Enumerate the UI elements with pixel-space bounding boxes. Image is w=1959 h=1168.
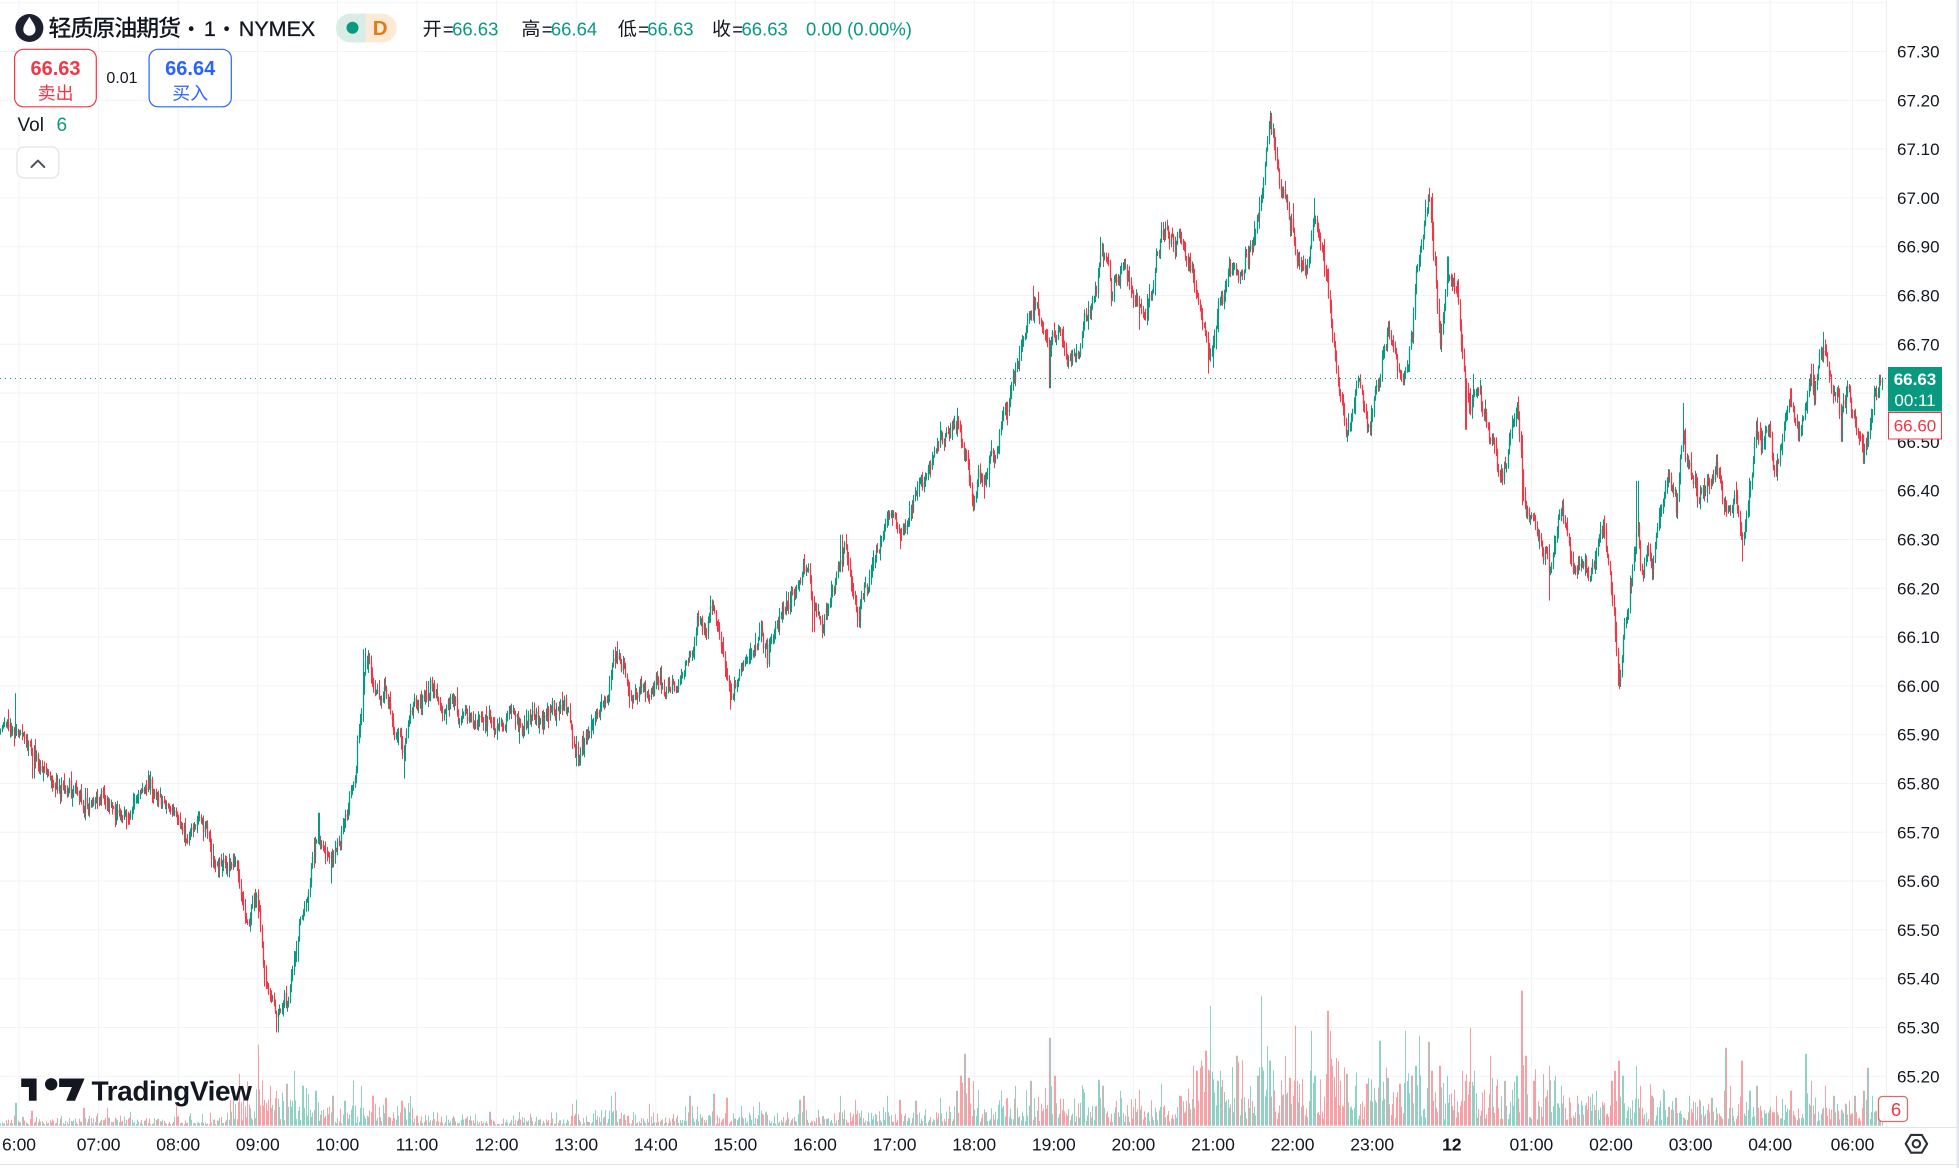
svg-text:02:00: 02:00 [1589, 1135, 1633, 1155]
svg-text:66.70: 66.70 [1897, 335, 1940, 354]
svg-text:66.63: 66.63 [30, 58, 80, 80]
svg-text:66.63: 66.63 [647, 19, 693, 40]
svg-text:65.80: 65.80 [1897, 775, 1940, 794]
svg-text:=: = [542, 19, 553, 40]
svg-text:20:00: 20:00 [1112, 1135, 1156, 1155]
svg-text:66.90: 66.90 [1897, 238, 1940, 257]
svg-text:18:00: 18:00 [952, 1135, 996, 1155]
svg-text:14:00: 14:00 [634, 1135, 678, 1155]
svg-text:TradingView: TradingView [92, 1076, 253, 1107]
svg-text:D: D [373, 17, 388, 40]
svg-text:17:00: 17:00 [873, 1135, 917, 1155]
svg-text:65.40: 65.40 [1897, 970, 1940, 989]
svg-text:03:00: 03:00 [1669, 1135, 1713, 1155]
svg-text:67.00: 67.00 [1897, 189, 1940, 208]
svg-text:08:00: 08:00 [156, 1135, 200, 1155]
svg-text:=: = [443, 19, 454, 40]
svg-text:66.10: 66.10 [1897, 628, 1940, 647]
svg-text:65.50: 65.50 [1897, 921, 1940, 940]
svg-text:66.30: 66.30 [1897, 531, 1940, 550]
svg-text:67.20: 67.20 [1897, 91, 1940, 110]
svg-text:66.63: 66.63 [452, 19, 498, 40]
svg-text:66.64: 66.64 [165, 58, 216, 80]
svg-text:00:11: 00:11 [1894, 391, 1935, 410]
svg-text:0.01: 0.01 [106, 70, 137, 87]
svg-text:67.10: 67.10 [1897, 140, 1940, 159]
svg-text:66.63: 66.63 [1894, 370, 1937, 389]
svg-text:66.00: 66.00 [1897, 677, 1940, 696]
svg-text:01:00: 01:00 [1510, 1135, 1554, 1155]
svg-text:65.30: 65.30 [1897, 1019, 1940, 1038]
svg-text:04:00: 04:00 [1748, 1135, 1792, 1155]
svg-text:11:00: 11:00 [396, 1135, 439, 1155]
svg-text:NYMEX: NYMEX [239, 17, 315, 41]
svg-text:13:00: 13:00 [554, 1135, 598, 1155]
svg-text:66.64: 66.64 [551, 19, 597, 40]
svg-text:Vol: Vol [18, 115, 44, 136]
svg-text:09:00: 09:00 [236, 1135, 280, 1155]
svg-text:06:00: 06:00 [1831, 1135, 1875, 1155]
svg-text:1: 1 [204, 17, 216, 41]
svg-text:12: 12 [1442, 1135, 1462, 1155]
svg-text:66.80: 66.80 [1897, 287, 1940, 306]
svg-text:=: = [638, 19, 649, 40]
svg-text:10:00: 10:00 [316, 1135, 360, 1155]
svg-text:6: 6 [1891, 1099, 1901, 1120]
svg-text:23:00: 23:00 [1350, 1135, 1394, 1155]
svg-text:67.30: 67.30 [1897, 43, 1940, 62]
svg-text:15:00: 15:00 [714, 1135, 758, 1155]
svg-text:66.40: 66.40 [1897, 482, 1940, 501]
svg-text:19:00: 19:00 [1032, 1135, 1076, 1155]
svg-text:16:00: 16:00 [793, 1135, 837, 1155]
svg-text:=: = [732, 19, 743, 40]
svg-text:12:00: 12:00 [475, 1135, 519, 1155]
svg-text:07:00: 07:00 [77, 1135, 121, 1155]
svg-text:65.70: 65.70 [1897, 823, 1940, 842]
svg-text:0.00 (0.00%): 0.00 (0.00%) [806, 19, 912, 40]
svg-text:65.60: 65.60 [1897, 872, 1940, 891]
svg-text:65.20: 65.20 [1897, 1067, 1940, 1086]
svg-text:66.63: 66.63 [742, 19, 788, 40]
svg-text:66.20: 66.20 [1897, 579, 1940, 598]
svg-text:6:00: 6:00 [2, 1135, 36, 1155]
svg-text:6: 6 [57, 115, 68, 136]
svg-text:65.90: 65.90 [1897, 726, 1940, 745]
svg-text:22:00: 22:00 [1271, 1135, 1315, 1155]
svg-text:21:00: 21:00 [1191, 1135, 1235, 1155]
svg-text:66.60: 66.60 [1894, 417, 1937, 436]
